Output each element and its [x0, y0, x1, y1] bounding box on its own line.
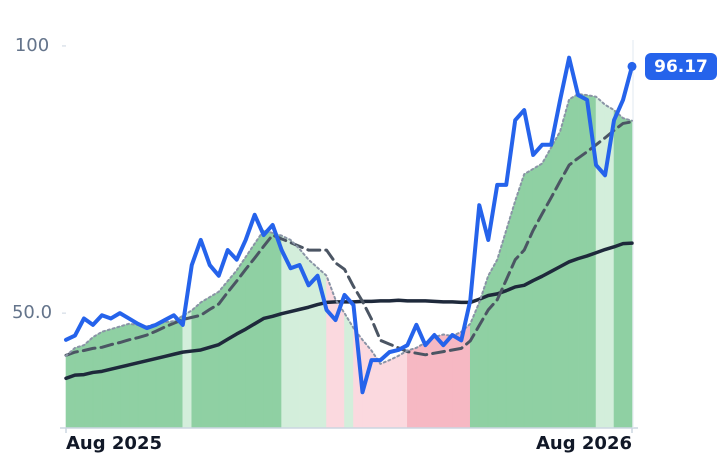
- signal-fill: [344, 312, 354, 429]
- signal-fill: [146, 323, 157, 429]
- signal-fill: [577, 93, 588, 429]
- signal-fill: [254, 229, 264, 429]
- signal-fill: [505, 200, 516, 429]
- signal-fill: [523, 168, 534, 429]
- signal-fill: [74, 344, 85, 429]
- signal-fill: [182, 309, 193, 429]
- signal-fill: [443, 334, 453, 429]
- signal-fill: [191, 301, 202, 429]
- signal-fill: [389, 355, 399, 429]
- signal-fill: [425, 336, 435, 429]
- last-price-dot: [627, 61, 637, 71]
- signal-fill: [245, 242, 255, 429]
- signal-fill: [65, 347, 76, 429]
- signal-fill: [236, 256, 246, 429]
- signal-fill: [595, 96, 606, 429]
- signal-fill: [155, 321, 166, 429]
- signal-fill: [272, 232, 282, 429]
- signal-fill: [550, 130, 561, 429]
- signal-fill: [452, 331, 462, 429]
- signal-fill: [209, 291, 220, 429]
- signal-fill: [407, 347, 417, 429]
- signal-fill: [532, 162, 543, 429]
- signal-fill: [434, 334, 444, 429]
- signal-fill: [398, 349, 408, 429]
- price-line: [64, 55, 634, 395]
- signal-fill: [496, 230, 507, 429]
- signal-fill: [380, 359, 390, 429]
- x-tick-label: Aug 2025: [66, 433, 162, 454]
- dashed-line: [64, 120, 634, 357]
- signal-fill: [263, 229, 273, 429]
- signal-fill: [514, 174, 525, 429]
- signal-fill: [200, 296, 211, 429]
- last-price-pill: [645, 53, 717, 80]
- signal-fill: [173, 315, 184, 429]
- signal-fill: [164, 320, 175, 429]
- axes: [60, 40, 638, 433]
- signal-fill: [622, 117, 633, 429]
- signal-fill: [137, 324, 148, 429]
- x-tick-label: Aug 2026: [536, 433, 632, 454]
- lines: [64, 55, 637, 395]
- signal-fill: [613, 109, 624, 429]
- y-tick-label: 100: [15, 35, 49, 56]
- last-price-label: 96.17: [654, 57, 708, 77]
- signal-fill: [541, 146, 552, 429]
- labels: 50.0 100 Aug 2025 Aug 2026 96.17: [12, 35, 717, 454]
- signal-fill: [487, 258, 498, 429]
- y-tick-label: 50.0: [12, 302, 52, 323]
- signal-fill: [227, 269, 237, 429]
